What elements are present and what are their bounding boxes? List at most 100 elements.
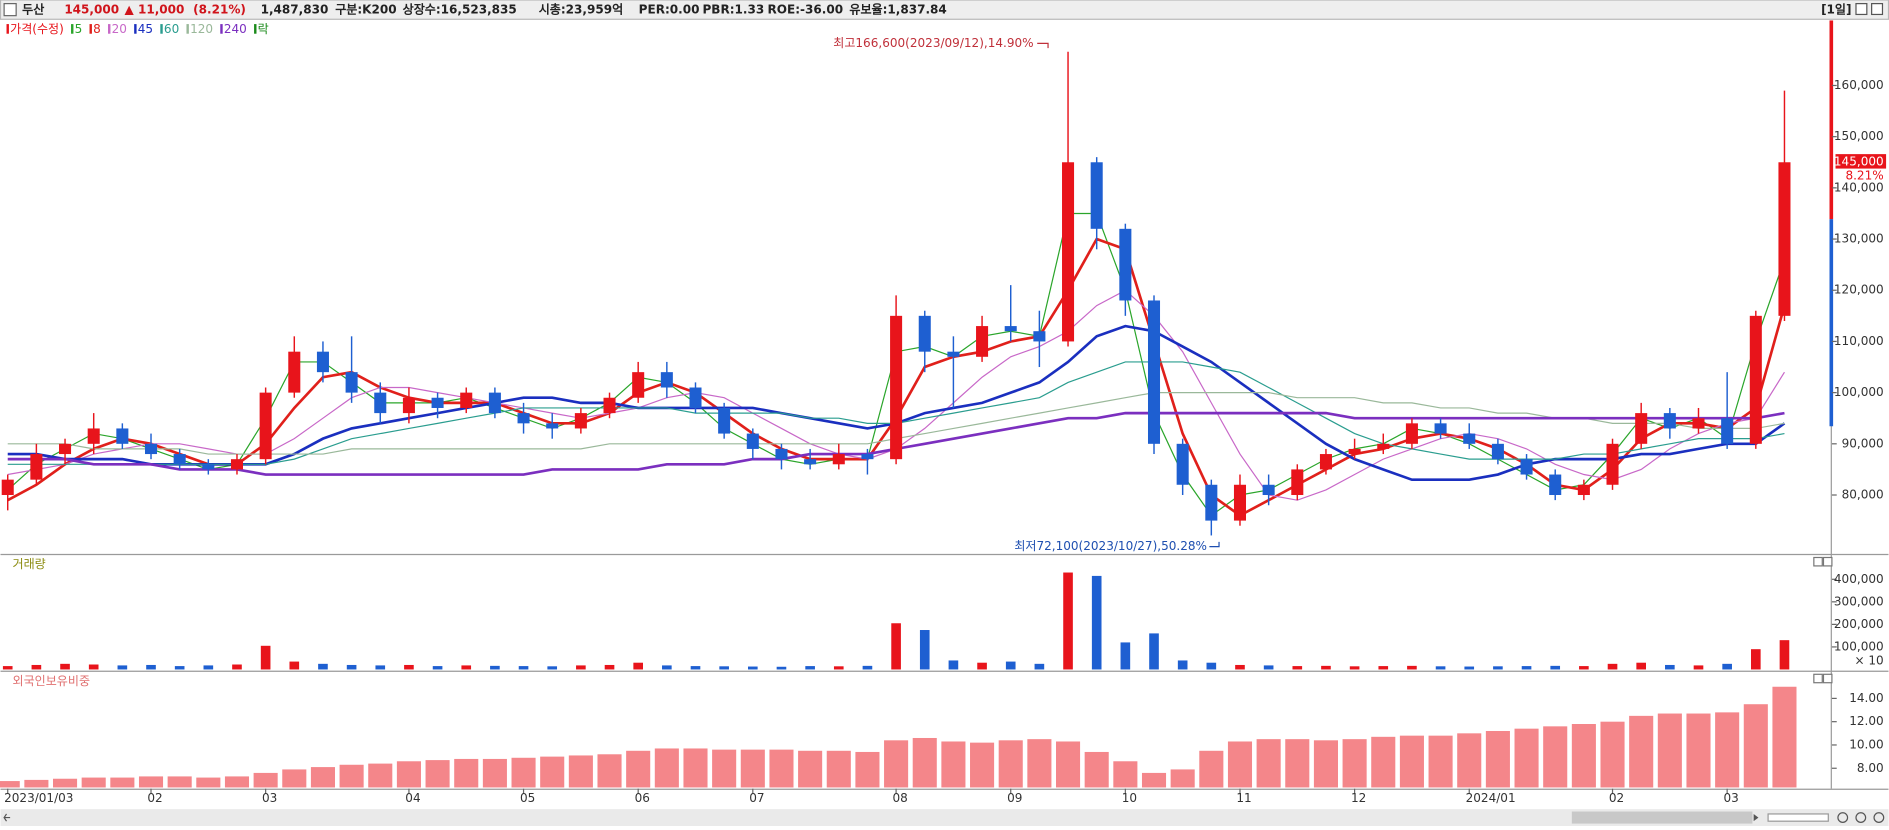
- y-tick-label: 8.00: [1857, 761, 1884, 775]
- bar: [1005, 661, 1016, 670]
- bar: [1514, 728, 1539, 788]
- maximize-button[interactable]: [1855, 3, 1868, 16]
- bar: [146, 664, 156, 670]
- bar: [167, 776, 192, 788]
- zoom-reset[interactable]: [1873, 812, 1885, 823]
- panel-button[interactable]: [1822, 673, 1833, 684]
- x-tick-label: 03: [262, 791, 277, 805]
- scale-indicator: [1829, 219, 1834, 427]
- legend-swatch: [108, 24, 111, 34]
- bar: [1055, 741, 1081, 788]
- bar: [1571, 724, 1596, 788]
- bar: [1206, 662, 1217, 670]
- bar: [862, 665, 873, 670]
- bar: [1113, 761, 1138, 788]
- bar: [1170, 769, 1195, 788]
- bar: [282, 769, 307, 788]
- candle-body: [316, 351, 329, 373]
- legend-swatch: [6, 24, 9, 34]
- bar: [690, 666, 701, 670]
- bar: [1543, 726, 1568, 788]
- candle-body: [1348, 448, 1361, 455]
- bar: [1521, 666, 1532, 670]
- header-checkbox[interactable]: [3, 3, 17, 17]
- candle-body: [288, 351, 301, 393]
- legend-swatch: [71, 24, 74, 34]
- legend-label: 5: [75, 22, 83, 36]
- last-change-label: 8.21%: [1845, 168, 1883, 182]
- bar: [1063, 572, 1073, 670]
- bar: [81, 777, 106, 788]
- bar: [1235, 664, 1245, 670]
- bar: [1779, 640, 1790, 670]
- bar: [719, 666, 729, 670]
- bar: [1313, 740, 1338, 788]
- bar: [1493, 666, 1503, 670]
- candle-body: [1749, 315, 1762, 444]
- bar: [518, 666, 529, 670]
- bar: [396, 761, 421, 788]
- candle-body: [1405, 423, 1418, 444]
- candle-body: [861, 454, 874, 460]
- bar: [776, 666, 787, 670]
- legend-label: 240: [224, 22, 247, 36]
- candle-body: [1, 479, 14, 496]
- y-tick-label: 160,000: [1834, 78, 1884, 92]
- panel-button[interactable]: [1813, 673, 1823, 684]
- bar: [1657, 713, 1682, 788]
- bar: [1457, 733, 1482, 788]
- candle-body: [603, 397, 616, 414]
- bar: [884, 740, 909, 788]
- x-tick-label: 04: [405, 791, 420, 805]
- legend-swatch: [186, 24, 189, 34]
- candle-body: [1434, 423, 1447, 434]
- period[interactable]: [1일]: [1821, 3, 1851, 17]
- candle-body: [87, 428, 100, 444]
- bar: [31, 664, 42, 670]
- bar: [568, 755, 593, 788]
- zoom-out[interactable]: [1837, 812, 1849, 823]
- bar: [260, 645, 271, 670]
- scrollbar-track: [0, 809, 1889, 826]
- candle-body: [1721, 418, 1734, 444]
- y-tick-label: 110,000: [1834, 334, 1884, 348]
- candle-body: [918, 315, 931, 352]
- panel-button[interactable]: [1822, 556, 1833, 567]
- bar: [1371, 736, 1396, 788]
- scroll-left[interactable]: [3, 813, 11, 822]
- bar: [1579, 666, 1589, 670]
- volume: 1,487,830: [261, 3, 329, 17]
- bar: [1342, 739, 1367, 788]
- scroll-right[interactable]: [1753, 813, 1759, 822]
- bar: [826, 750, 851, 788]
- candle-body: [1663, 413, 1676, 429]
- scale-indicator: [1829, 20, 1834, 220]
- bar: [1428, 735, 1453, 788]
- bar: [2, 666, 13, 670]
- bar: [203, 665, 214, 670]
- candle-body: [1147, 300, 1161, 444]
- candle-body: [59, 443, 72, 455]
- legend-label: 60: [164, 22, 179, 36]
- scrollbar-thumb[interactable]: [1571, 811, 1753, 824]
- zoom-in[interactable]: [1855, 812, 1867, 823]
- y-tick-label: 200,000: [1834, 617, 1884, 631]
- candle-body: [574, 413, 587, 429]
- y-tick-label: 80,000: [1842, 488, 1884, 502]
- bar: [912, 737, 937, 788]
- bar: [196, 777, 221, 788]
- zoom-slider[interactable]: [1767, 813, 1829, 822]
- candle-body: [775, 448, 788, 460]
- bar: [1285, 739, 1310, 788]
- candle-body: [30, 454, 43, 480]
- bar: [633, 662, 643, 670]
- candle-body: [1233, 484, 1247, 521]
- panel-button[interactable]: [1813, 556, 1823, 567]
- bar: [88, 664, 99, 670]
- bar: [1292, 666, 1303, 670]
- y-tick-label: 100,000: [1834, 385, 1884, 399]
- bar: [712, 749, 737, 788]
- y-tick-label: 300,000: [1834, 594, 1884, 608]
- close-button[interactable]: [1871, 3, 1884, 16]
- bar: [855, 751, 880, 788]
